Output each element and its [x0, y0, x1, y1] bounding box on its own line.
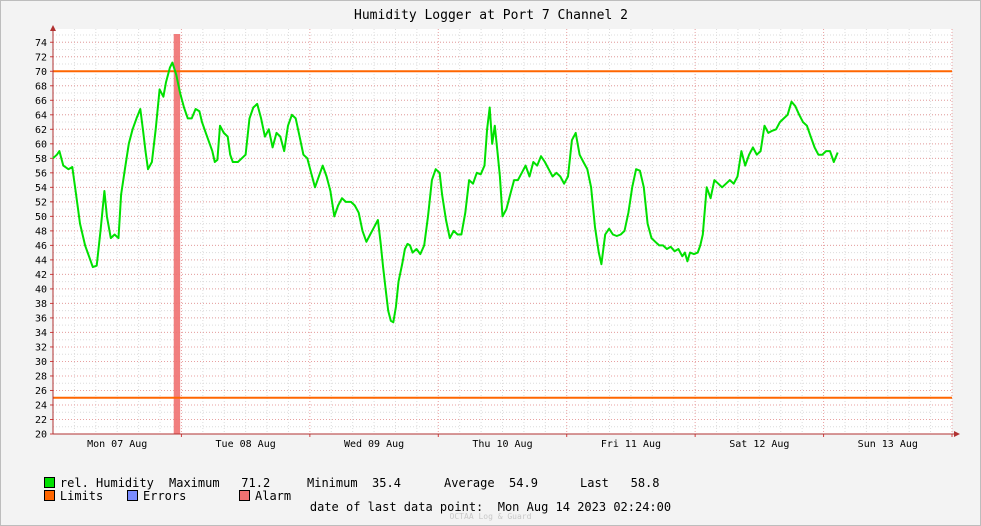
x-axis-arrow	[954, 431, 960, 437]
legend-alarm: Alarm	[239, 490, 291, 503]
y-tick-label: 34	[35, 328, 47, 339]
last-data-point-value: Mon Aug 14 2023 02:24:00	[497, 500, 672, 514]
y-tick-label: 28	[35, 371, 47, 382]
legend-limits: Limits	[43, 489, 104, 503]
x-tick-label: Sat 12 Aug	[729, 439, 789, 450]
y-tick-label: 58	[35, 154, 47, 165]
legend-limits-label: Limits	[59, 489, 104, 503]
x-tick-label: Fri 11 Aug	[601, 439, 661, 450]
y-tick-label: 26	[35, 386, 47, 397]
legend-errors-label: Errors	[143, 489, 187, 503]
y-tick-label: 64	[35, 110, 47, 121]
legend-humidity: rel. Humidity	[43, 476, 154, 490]
x-tick-label: Sun 13 Aug	[858, 439, 918, 450]
average-label: Average	[444, 476, 495, 490]
y-tick-label: 52	[35, 197, 47, 208]
y-tick-label: 32	[35, 342, 47, 353]
x-tick-label: Tue 08 Aug	[216, 439, 276, 450]
legend-row-2: Limits Errors Alarm	[15, 477, 291, 516]
legend-alarm-label: Alarm	[255, 489, 292, 503]
legend-row-1: rel. Humidity Maximum 71.2 Minimum 35.4 Ave…	[15, 464, 660, 503]
limits-swatch	[43, 490, 55, 501]
y-tick-label: 24	[35, 400, 47, 411]
stat-maximum: Maximum 71.2	[169, 477, 270, 490]
y-tick-label: 20	[35, 430, 47, 441]
alarm-band	[173, 34, 181, 434]
y-tick-label: 46	[35, 241, 47, 252]
chart-title: Humidity Logger at Port 7 Channel 2	[354, 8, 628, 23]
y-tick-label: 22	[35, 415, 47, 426]
maximum-value: 71.2	[241, 476, 271, 490]
y-tick-label: 42	[35, 270, 47, 281]
last-value: 58.8	[630, 476, 660, 490]
y-tick-label: 62	[35, 125, 47, 136]
y-tick-label: 74	[35, 38, 47, 49]
average-value: 54.9	[509, 476, 538, 490]
y-tick-label: 48	[35, 226, 47, 237]
y-tick-label: 70	[35, 67, 47, 78]
legend-errors: Errors	[127, 490, 186, 503]
y-tick-label: 50	[35, 212, 47, 223]
y-tick-label: 56	[35, 168, 47, 179]
stat-average: Average 54.9	[444, 477, 538, 490]
series-line-humidity	[52, 61, 839, 324]
x-tick-label: Thu 10 Aug	[472, 439, 532, 450]
watermark: OCTAA Log & Guard	[449, 512, 532, 521]
legend-humidity-label: rel. Humidity	[59, 476, 154, 490]
last-label: Last	[580, 476, 609, 490]
y-tick-label: 38	[35, 299, 47, 310]
y-tick-label: 72	[35, 52, 47, 63]
x-tick-label: Wed 09 Aug	[344, 439, 404, 450]
y-tick-label: 66	[35, 96, 47, 107]
y-tick-label: 44	[35, 255, 47, 266]
errors-swatch	[127, 490, 138, 501]
minimum-value: 35.4	[372, 476, 401, 490]
humidity-swatch	[43, 477, 55, 488]
last-data-point: date of last data point: Mon Aug 14 2023…	[1, 500, 980, 514]
y-tick-label: 68	[35, 81, 47, 92]
y-tick-label: 36	[35, 313, 47, 324]
y-axis-arrow	[50, 25, 56, 31]
y-tick-label: 54	[35, 183, 47, 194]
last-data-point-label: date of last data point:	[309, 500, 484, 514]
alarm-swatch	[239, 490, 250, 501]
y-tick-label: 30	[35, 357, 47, 368]
stat-last: Last 58.8	[580, 477, 660, 490]
plot-area: 20 22 24 26 28 30 32 34 36 38 40 42 44 46 48 50 52 54 56 58…	[35, 25, 960, 450]
stat-minimum: Minimum 35.4	[307, 477, 401, 490]
y-tick-label: 60	[35, 139, 47, 150]
y-tick-label: 40	[35, 284, 47, 295]
x-tick-label: Mon 07 Aug	[87, 439, 147, 450]
plot-background	[53, 29, 952, 434]
minimum-label: Minimum	[307, 476, 358, 490]
maximum-label: Maximum	[169, 476, 220, 490]
